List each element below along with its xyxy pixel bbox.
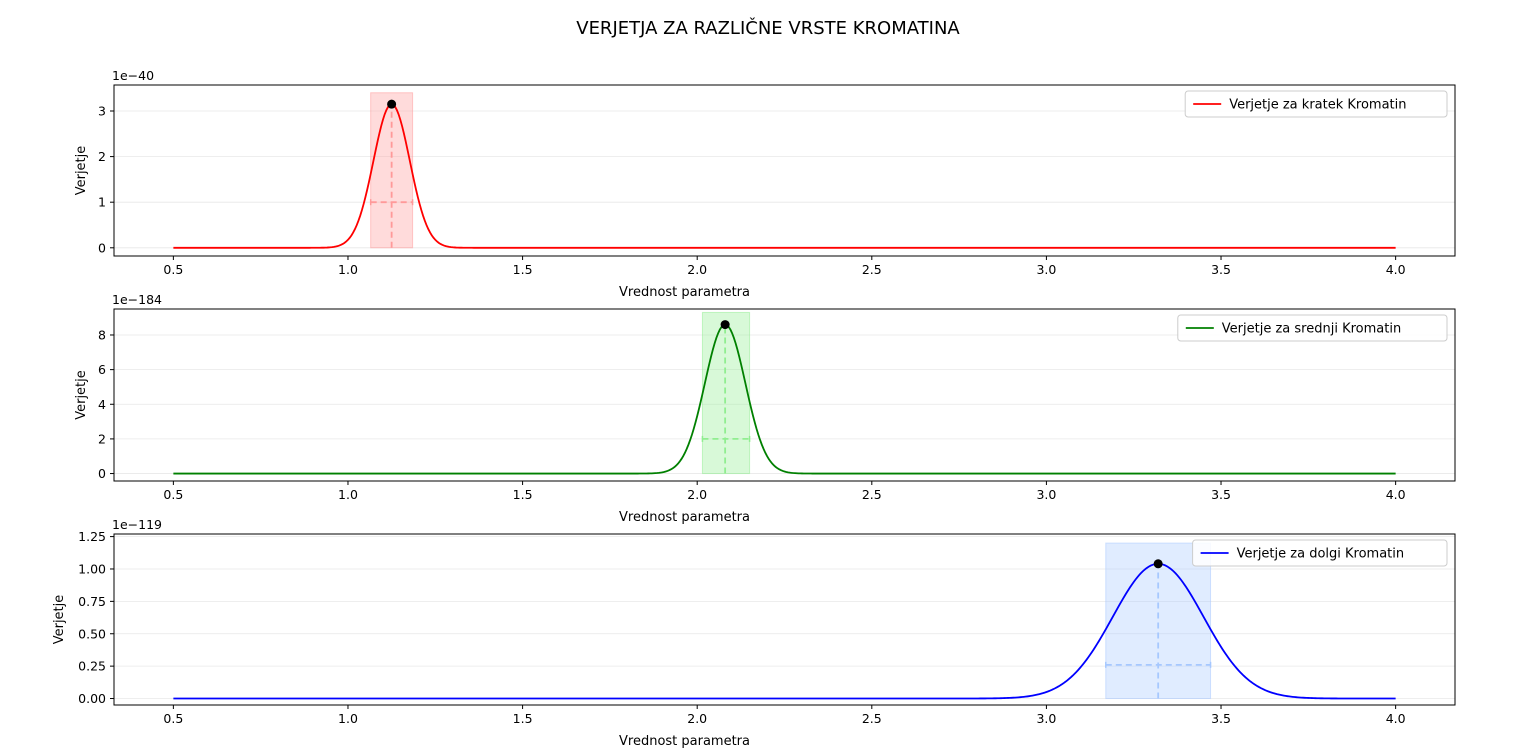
figure-title: VERJETJA ZA RAZLIČNE VRSTE KROMATINA (576, 17, 960, 39)
x-tick-label: 3.5 (1211, 487, 1231, 502)
x-tick-label: 2.5 (862, 262, 882, 277)
legend-label: Verjetje za dolgi Kromatin (1237, 547, 1405, 562)
x-tick-label: 2.5 (862, 711, 882, 726)
likelihood-curve (173, 323, 1396, 475)
x-tick-label: 3.0 (1036, 711, 1056, 726)
x-tick-label: 0.5 (163, 711, 183, 726)
x-tick-label: 4.0 (1386, 711, 1406, 726)
legend: Verjetje za dolgi Kromatin (1192, 539, 1448, 567)
subplots: 0.5 1.0 1.5 2.0 2.5 3.0 3.5 4.0 0 1 2 3 1e−40 Vrednos… (52, 68, 1456, 749)
subplot-2: 0.5 1.0 1.5 2.0 2.5 3.0 3.5 4.0 0 2 4 6 8 1e−184 Vredn… (74, 292, 1456, 525)
x-axis-label: Vrednost parametra (619, 285, 750, 300)
axes-frame (113, 84, 1456, 257)
y-offset-text: 1e−119 (112, 517, 162, 532)
y-tick-label: 0.25 (78, 659, 106, 674)
y-tick-label: 2 (98, 431, 106, 446)
peak-marker (1153, 559, 1163, 569)
x-tick-label: 1.0 (338, 487, 358, 502)
subplot-3: 0.5 1.0 1.5 2.0 2.5 3.0 3.5 4.0 0.00 0.25 0.50 0.75… (52, 517, 1456, 749)
y-tick-label: 0 (98, 240, 106, 255)
y-tick-label: 0 (98, 466, 106, 481)
x-tick-label: 2.0 (687, 711, 707, 726)
x-tick-label: 1.5 (513, 262, 533, 277)
x-tick-label: 1.5 (513, 711, 533, 726)
x-tick-label: 3.0 (1036, 487, 1056, 502)
y-axis-label: Verjetje (74, 370, 89, 420)
x-axis-label: Vrednost parametra (619, 510, 750, 525)
legend-label: Verjetje za kratek Kromatin (1229, 98, 1406, 113)
y-tick-label: 1 (98, 195, 106, 210)
y-tick-label: 0.75 (78, 594, 106, 609)
y-tick-label: 0.50 (78, 626, 106, 641)
y-tick-label: 8 (98, 327, 106, 342)
x-axis-label: Vrednost parametra (619, 734, 750, 749)
y-tick-label: 3 (98, 103, 106, 118)
y-tick-label: 6 (98, 362, 106, 377)
y-tick-label: 0.00 (78, 691, 106, 706)
legend: Verjetje za srednji Kromatin (1177, 314, 1448, 342)
x-tick-label: 0.5 (163, 487, 183, 502)
x-tick-label: 3.0 (1036, 262, 1056, 277)
y-tick-label: 4 (98, 397, 106, 412)
y-tick-label: 2 (98, 149, 106, 164)
x-tick-label: 2.0 (687, 262, 707, 277)
legend-label: Verjetje za srednji Kromatin (1222, 322, 1401, 337)
x-tick-label: 1.0 (338, 711, 358, 726)
axes-frame (113, 308, 1456, 482)
x-tick-label: 3.5 (1211, 262, 1231, 277)
x-tick-label: 1.5 (513, 487, 533, 502)
y-offset-text: 1e−40 (112, 68, 154, 83)
x-tick-label: 3.5 (1211, 711, 1231, 726)
y-offset-text: 1e−184 (112, 292, 162, 307)
x-tick-label: 1.0 (338, 262, 358, 277)
y-tick-label: 1.25 (78, 529, 106, 544)
likelihood-curve (173, 103, 1396, 249)
x-tick-label: 0.5 (163, 262, 183, 277)
peak-marker (387, 99, 397, 109)
y-tick-label: 1.00 (78, 561, 106, 576)
peak-marker (720, 320, 730, 330)
legend-box (1192, 539, 1448, 567)
legend: Verjetje za kratek Kromatin (1184, 90, 1448, 118)
subplot-1: 0.5 1.0 1.5 2.0 2.5 3.0 3.5 4.0 0 1 2 3 1e−40 Vrednos… (74, 68, 1456, 300)
likelihood-curve (173, 562, 1396, 700)
legend-box (1184, 90, 1448, 118)
x-tick-label: 2.5 (862, 487, 882, 502)
y-axis-label: Verjetje (52, 595, 67, 645)
axes-frame (113, 533, 1456, 706)
legend-box (1177, 314, 1448, 342)
x-tick-label: 4.0 (1386, 487, 1406, 502)
y-axis-label: Verjetje (74, 146, 89, 196)
x-tick-label: 4.0 (1386, 262, 1406, 277)
x-tick-label: 2.0 (687, 487, 707, 502)
